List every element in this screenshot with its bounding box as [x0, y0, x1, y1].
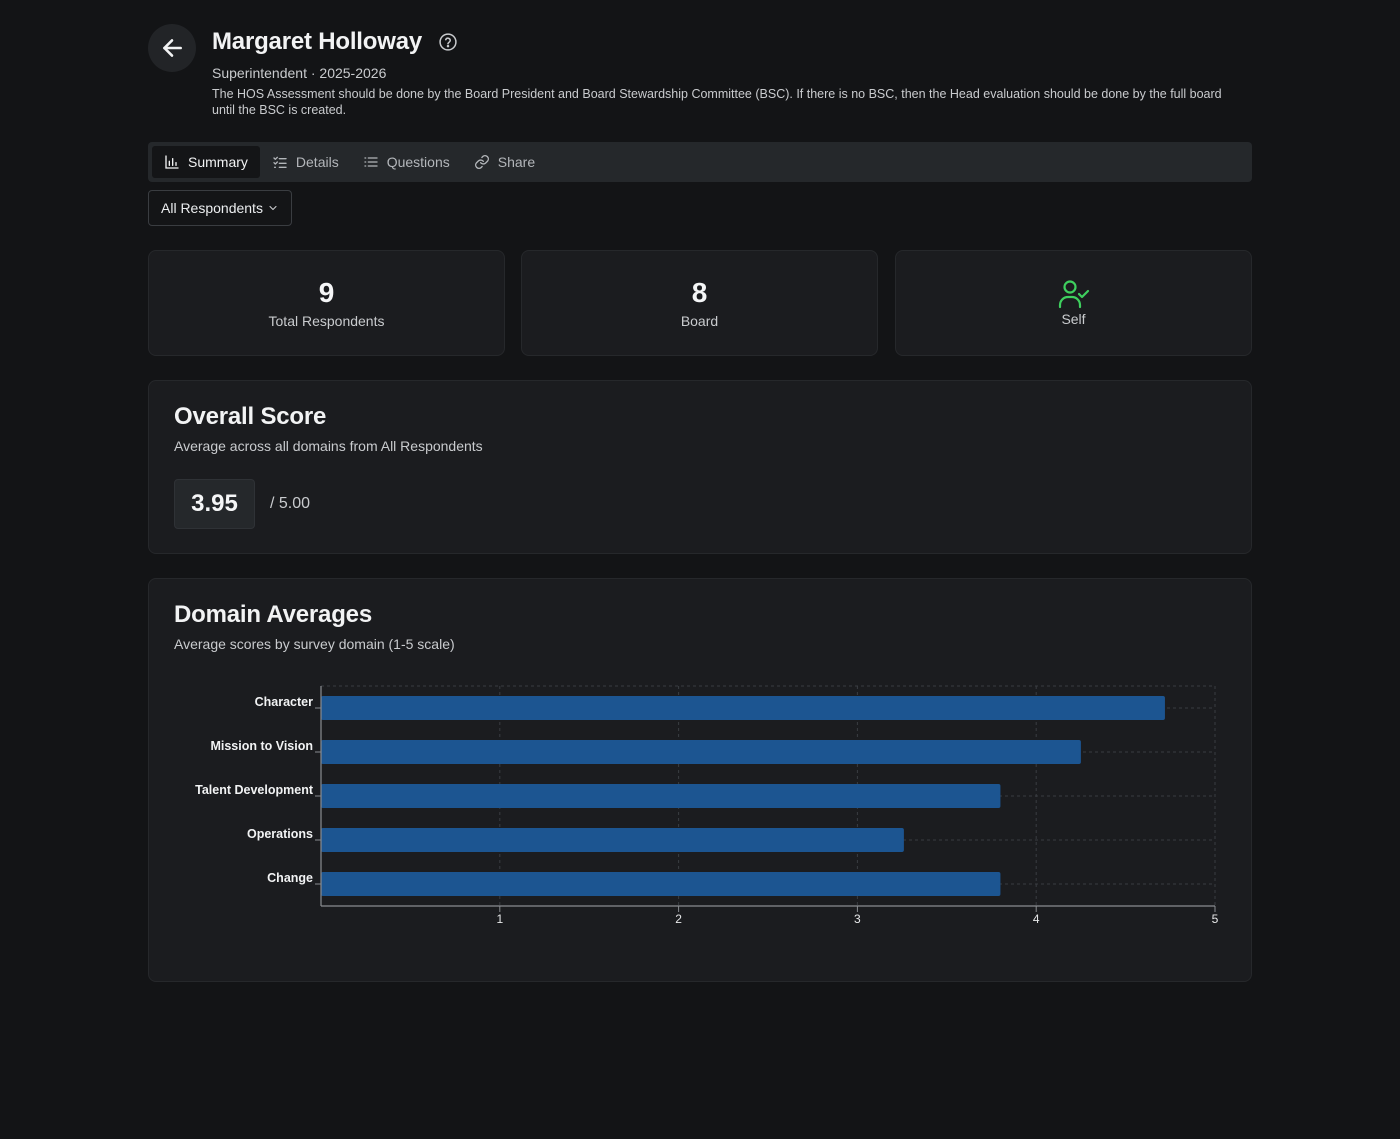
overall-score-title: Overall Score [174, 403, 327, 430]
y-axis-tick-label: Character [255, 695, 313, 709]
x-axis-tick-label: 1 [496, 912, 503, 926]
title-row: Margaret Holloway [212, 28, 458, 56]
domain-averages-chart: Character Mission to Vision Talent Develop… [195, 685, 1219, 926]
domain-averages-title: Domain Averages [174, 601, 372, 628]
chart-bar [321, 828, 904, 852]
tab-details[interactable]: Details [260, 146, 351, 178]
y-axis-tick-label: Mission to Vision [210, 739, 313, 753]
x-axis-tick-label: 3 [854, 912, 861, 926]
link-icon [474, 155, 489, 169]
chart-bar [321, 696, 1165, 720]
page-subtitle: Superintendent · 2025-2026 [212, 65, 387, 81]
tab-questions[interactable]: Questions [351, 146, 462, 178]
page-title: Margaret Holloway [212, 28, 422, 55]
respondent-filter-select[interactable]: All Respondents [148, 190, 292, 226]
respondent-filter-value: All Respondents [161, 200, 263, 216]
stat-card-self: Self [895, 250, 1252, 356]
arrow-left-icon [163, 39, 182, 57]
help-icon[interactable] [438, 32, 458, 52]
chart-bar [321, 784, 1001, 808]
domain-averages-card: Domain Averages Average scores by survey… [148, 578, 1252, 982]
list-icon [364, 157, 378, 167]
y-axis-tick-label: Operations [247, 827, 313, 841]
overall-score-card: Overall Score Average across all domains… [148, 380, 1252, 554]
bar-chart-icon [165, 155, 179, 169]
tab-summary[interactable]: Summary [152, 146, 260, 178]
chart-bar [321, 740, 1081, 764]
stat-self-label: Self [1061, 311, 1086, 327]
overall-score-max: / 5.00 [270, 495, 311, 512]
stat-total-label: Total Respondents [268, 313, 385, 329]
domain-averages-subtitle: Average scores by survey domain (1-5 sca… [174, 636, 455, 652]
stat-card-total: 9 Total Respondents [148, 250, 505, 356]
overall-score-subtitle: Average across all domains from All Resp… [174, 438, 483, 454]
stat-total-value: 9 [318, 277, 335, 308]
y-axis-tick-label: Talent Development [195, 783, 314, 797]
back-button[interactable] [148, 24, 196, 72]
user-check-icon [1058, 280, 1089, 309]
tab-summary-label: Summary [188, 154, 248, 170]
x-axis-tick-label: 4 [1033, 912, 1040, 926]
overall-score-value: 3.95 [174, 479, 255, 529]
stat-board-value: 8 [691, 277, 708, 308]
tab-bar: Summary Details Questions Share [148, 142, 1252, 182]
checklist-icon [273, 156, 287, 168]
chart-bar [321, 872, 1001, 896]
tab-share-label: Share [497, 154, 536, 170]
tab-questions-label: Questions [386, 154, 450, 170]
y-axis-tick-label: Change [267, 871, 313, 885]
tab-share[interactable]: Share [462, 146, 547, 178]
tab-details-label: Details [295, 154, 339, 170]
x-axis-tick-label: 2 [675, 912, 682, 926]
chevron-down-icon [269, 205, 277, 211]
page-description: The HOS Assessment should be done by the… [212, 87, 1222, 117]
stat-card-board: 8 Board [521, 250, 878, 356]
x-axis-tick-label: 5 [1212, 912, 1219, 926]
stat-board-label: Board [680, 313, 719, 329]
